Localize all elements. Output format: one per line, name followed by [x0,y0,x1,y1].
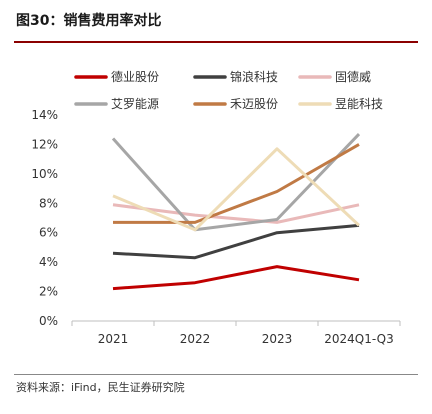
x-axis: 2021 2022 2023 2024Q1-Q3 [71,320,401,346]
footer-divider [14,374,418,375]
series-line-艾罗能源 [111,133,361,232]
y-tick-label: 2% [39,285,58,299]
x-tick-label: 2022 [180,332,211,346]
legend-label: 禾迈股份 [230,97,278,111]
y-axis: 0% 2% 4% 6% 8% 10% 12% 14% [31,108,58,328]
x-tick-label: 2024Q1-Q3 [324,332,393,346]
series-line-锦浪科技 [112,223,360,260]
legend-label: 锦浪科技 [230,69,278,84]
title-divider [14,41,418,43]
series-line-固德威 [112,203,360,224]
series-line-德业股份 [112,265,360,291]
y-tick-label: 14% [31,108,58,122]
legend-label: 昱能科技 [335,97,383,111]
legend-label: 德业股份 [111,69,159,84]
series-line-昱能科技 [112,147,361,232]
legend-label: 固德威 [335,69,371,84]
y-tick-label: 10% [31,167,58,181]
legend-label: 艾罗能源 [111,97,159,111]
y-tick-label: 6% [39,226,58,240]
series-line-禾迈股份 [113,143,360,224]
x-tick-label: 2021 [98,332,129,346]
y-tick-label: 4% [39,255,58,269]
series-lines [111,133,361,291]
y-tick-label: 12% [31,137,58,151]
source-note: 资料来源：iFind，民生证券研究院 [16,381,185,394]
y-tick-label: 0% [39,314,58,328]
x-tick-label: 2023 [262,332,293,346]
figure-title: 图30：销售费用率对比 [16,13,162,29]
y-tick-label: 8% [39,196,58,210]
